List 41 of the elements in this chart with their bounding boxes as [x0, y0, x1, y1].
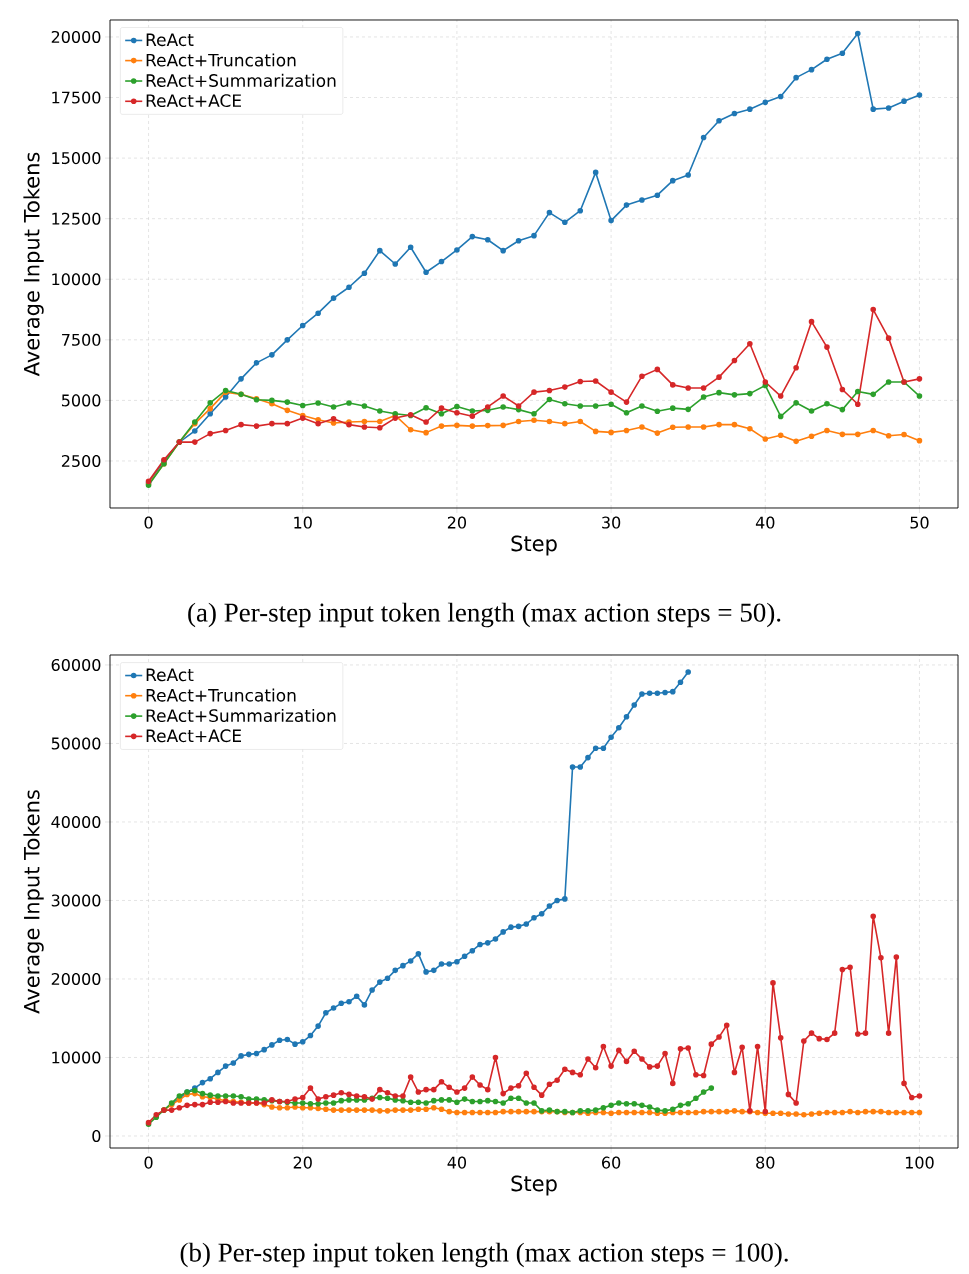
x-tick-label: 10 — [294, 516, 312, 529]
y-axis-title: Average Input Tokens — [23, 152, 44, 377]
y-tick-label: 30000 — [51, 894, 101, 907]
legend-label: ReAct+Truncation — [146, 53, 296, 67]
x-tick-label: 100 — [905, 1156, 934, 1169]
y-tick-label: 10000 — [52, 273, 101, 286]
x-tick-label: 30 — [602, 516, 621, 529]
legend-label: ReAct+Summarization — [146, 708, 336, 723]
y-tick-label: 7500 — [62, 333, 101, 346]
y-tick-label: 40000 — [51, 815, 101, 829]
x-tick-label: 20 — [447, 516, 467, 529]
x-axis-title: Step — [511, 535, 557, 556]
y-tick-label: 17500 — [52, 91, 101, 104]
y-tick-label: 5000 — [61, 394, 101, 407]
legend-label: ReAct — [146, 668, 194, 682]
y-tick-label: 15000 — [52, 152, 101, 165]
legend-label: ReAct — [146, 33, 194, 47]
y-tick-label: 0 — [92, 1129, 101, 1143]
legend-label: ReAct+ACE — [146, 729, 241, 743]
x-tick-label: 0 — [144, 516, 153, 529]
y-axis-title: Average Input Tokens — [23, 790, 44, 1014]
x-axis-title: Step — [511, 1175, 557, 1196]
y-tick-label: 20000 — [51, 972, 101, 986]
x-tick-label: 0 — [144, 1156, 153, 1169]
y-tick-label: 60000 — [51, 658, 101, 672]
y-tick-label: 2500 — [61, 454, 101, 468]
x-tick-label: 20 — [293, 1156, 312, 1169]
x-tick-label: 40 — [447, 1156, 467, 1169]
y-tick-label: 20000 — [51, 30, 101, 43]
x-tick-label: 40 — [755, 516, 775, 529]
y-tick-label: 10000 — [52, 1051, 101, 1064]
legend-label: ReAct+ACE — [146, 94, 241, 108]
legend-label: ReAct+Truncation — [146, 688, 296, 702]
y-tick-label: 12500 — [52, 212, 101, 225]
x-tick-label: 60 — [602, 1156, 621, 1169]
x-tick-label: 80 — [756, 1156, 775, 1169]
text: (b) Per-step input token length (max action steps = 100). — [180, 1242, 788, 1268]
x-tick-label: 50 — [910, 516, 929, 529]
y-tick-label: 50000 — [51, 737, 101, 750]
text: (a) Per-step input token length (max action steps = 50). — [188, 602, 781, 628]
legend-label: ReAct+Summarization — [146, 73, 336, 87]
